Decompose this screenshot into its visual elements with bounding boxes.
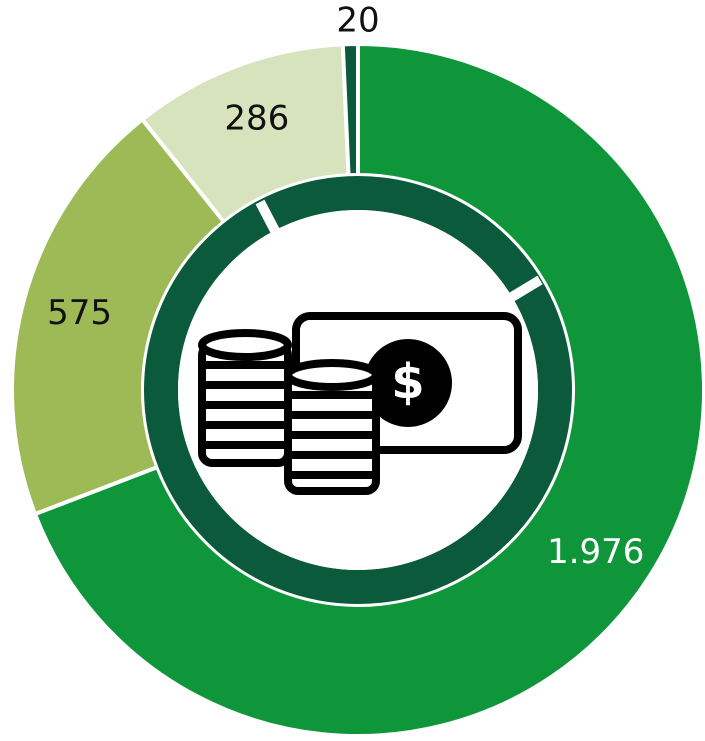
slice <box>32 41 705 738</box>
inner-ring <box>144 176 572 604</box>
coin-stack-left <box>198 329 292 467</box>
coin-stack-right <box>284 359 380 495</box>
money-icon <box>198 312 522 495</box>
data-label: 575 <box>47 293 112 333</box>
data-label: 20 <box>336 1 379 41</box>
data-label: 286 <box>224 98 289 138</box>
slice <box>10 116 227 517</box>
center-decoration: $ <box>144 176 572 604</box>
data-label: 1.976 <box>547 532 644 572</box>
donut <box>10 41 705 738</box>
dollar-sign: $ <box>391 354 424 410</box>
slice <box>340 41 360 178</box>
